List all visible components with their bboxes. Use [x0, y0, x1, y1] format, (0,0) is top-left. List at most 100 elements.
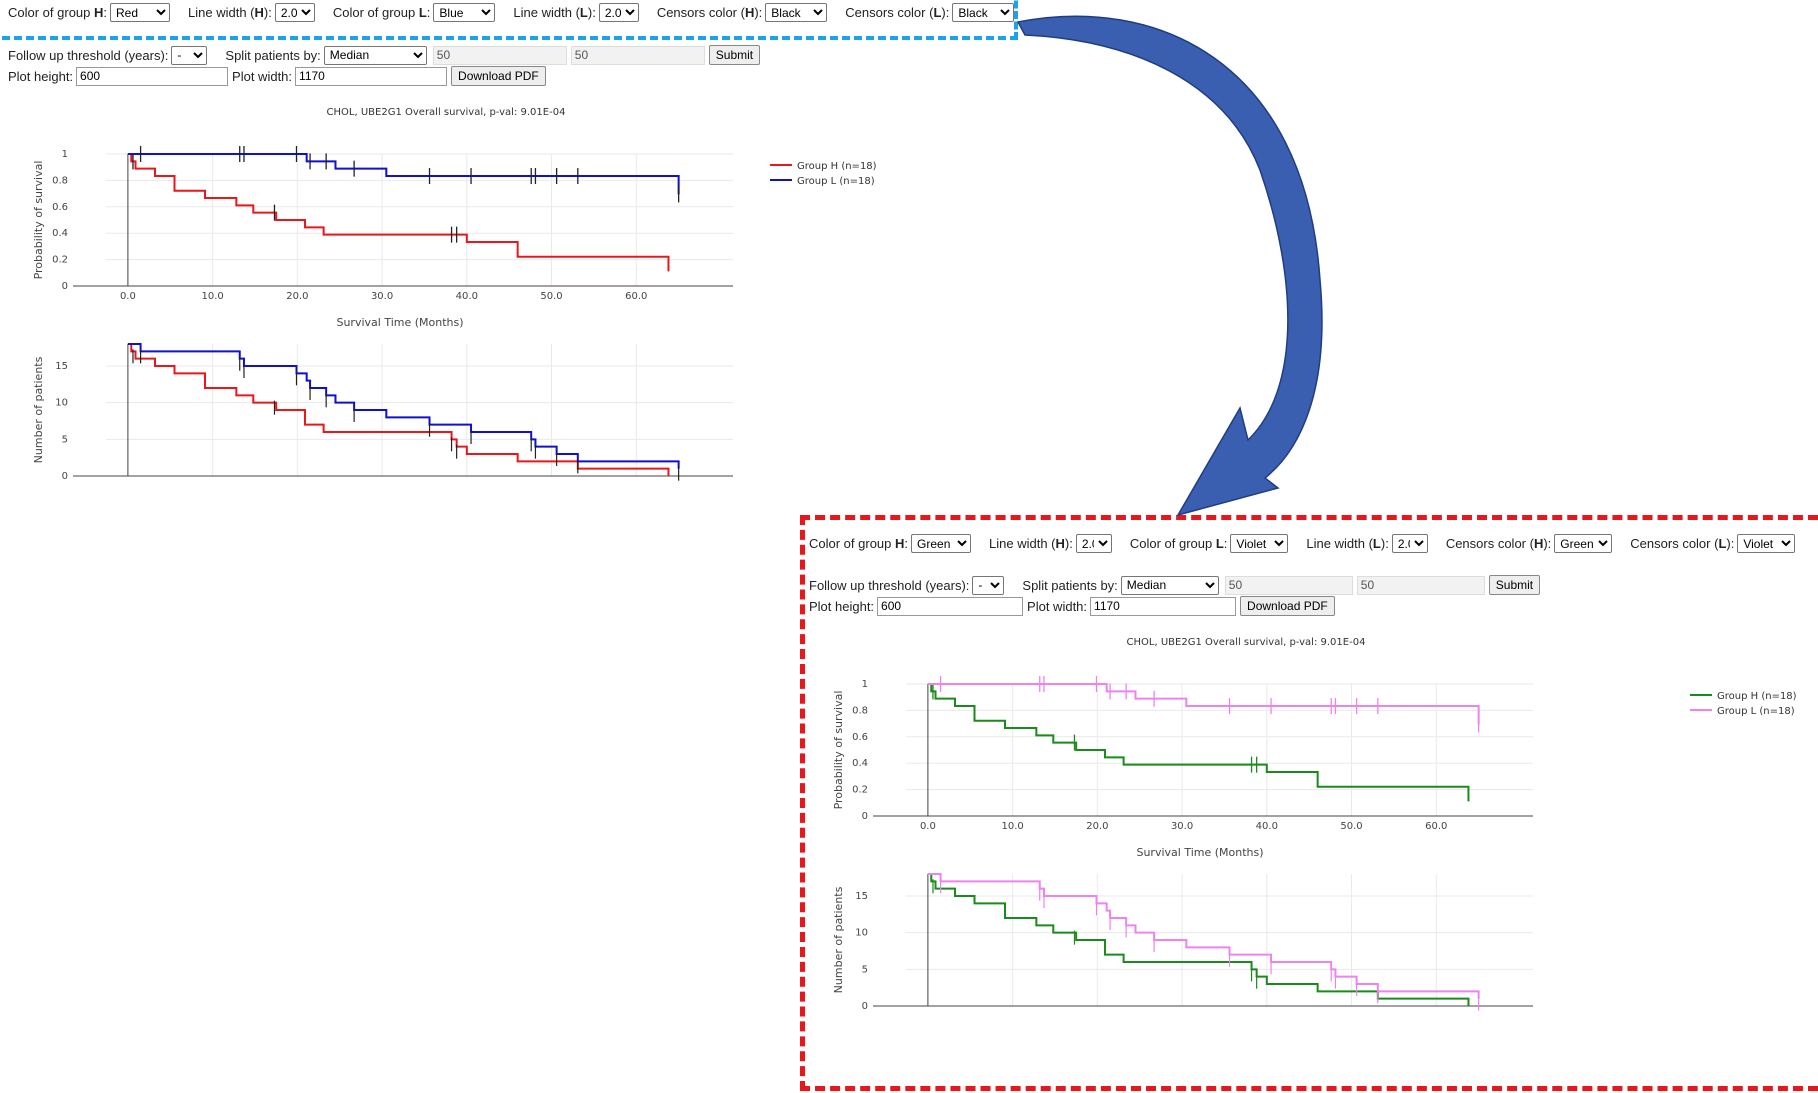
split-patients-label: Split patients by: [1022, 577, 1118, 593]
y-tick-label: 1 [862, 679, 868, 690]
line-width-l-select[interactable]: 2.0 [598, 3, 639, 22]
plot-width-input[interactable] [1090, 596, 1237, 616]
y-axis-label: Number of patients [32, 356, 45, 463]
top-survival-chart: CHOL, UBE2G1 Overall survival, p-val: 9.… [32, 107, 877, 482]
plot-height-label: Plot height: [809, 598, 875, 614]
x-axis-label: Survival Time (Months) [336, 316, 463, 329]
followup-threshold-label: Follow up threshold (years): [809, 577, 970, 593]
survival-curve-h [927, 683, 1470, 802]
chart-title: CHOL, UBE2G1 Overall survival, p-val: 9.… [1127, 637, 1366, 648]
submit-button[interactable]: Submit [1488, 575, 1541, 595]
line-width-h-select[interactable]: 2.0 [1075, 534, 1112, 553]
download-pdf-button[interactable]: Download PDF [1240, 596, 1335, 616]
bottom-controls-row-2: Follow up threshold (years): - Split pat… [809, 575, 1544, 595]
y-tick-label: 0 [62, 471, 68, 482]
x-tick-label: 0.0 [920, 821, 936, 832]
x-tick-label: 30.0 [371, 291, 393, 302]
color-l-select[interactable]: Violet [1230, 534, 1289, 553]
line-width-h-label: Line width (H): [188, 5, 272, 20]
y-axis-label: Probability of survival [832, 691, 845, 810]
color-l-select[interactable]: Blue [433, 3, 496, 22]
censors-color-h-label: Censors color (H): [656, 5, 763, 20]
followup-threshold-select[interactable]: - [972, 575, 1005, 595]
legend-label: Group H (n=18) [797, 161, 877, 172]
y-tick-label: 0 [62, 281, 68, 292]
legend-label: Group H (n=18) [1717, 691, 1797, 702]
at-risk-curve-l [127, 343, 680, 469]
x-tick-label: 30.0 [1171, 821, 1193, 832]
survival-curve-l [127, 153, 680, 195]
bottom-panel: Color of group H: Green Line width (H): … [800, 520, 1818, 1090]
y-tick-label: 10 [55, 398, 68, 409]
censors-color-h-select[interactable]: Green [1554, 534, 1613, 553]
line-width-h-label: Line width (H): [989, 536, 1073, 551]
color-h-select[interactable]: Green [911, 534, 972, 553]
x-tick-label: 40.0 [1256, 821, 1278, 832]
bottom-survival-chart: CHOL, UBE2G1 Overall survival, p-val: 9.… [832, 637, 1797, 1012]
line-width-l-select[interactable]: 2.0 [1391, 534, 1428, 553]
censors-color-l-select[interactable]: Violet [1737, 534, 1796, 553]
blue-dashed-frame [2, 0, 1018, 40]
download-pdf-button[interactable]: Download PDF [451, 66, 546, 86]
y-tick-label: 0 [862, 1001, 868, 1012]
x-tick-label: 20.0 [1086, 821, 1108, 832]
line-width-h-select[interactable]: 2.0 [274, 3, 315, 22]
line-width-l-label: Line width (L): [513, 5, 596, 20]
x-axis-label: Survival Time (Months) [1136, 846, 1263, 859]
color-h-select[interactable]: Red [110, 3, 171, 22]
plot-height-input[interactable] [76, 66, 229, 86]
bottom-controls-row-1: Color of group H: Green Line width (H): … [809, 534, 1796, 553]
plot-width-input[interactable] [295, 66, 448, 86]
y-tick-label: 0.8 [852, 705, 868, 716]
plot-width-label: Plot width: [232, 68, 293, 84]
y-tick-label: 1 [62, 149, 68, 160]
x-tick-label: 0.0 [120, 291, 136, 302]
y-axis-label: Number of patients [832, 886, 845, 993]
plot-height-label: Plot height: [8, 68, 74, 84]
legend-label: Group L (n=18) [797, 176, 875, 187]
line-width-l-label: Line width (L): [1306, 536, 1389, 551]
y-tick-label: 10 [855, 928, 868, 939]
red-dashed-frame [800, 515, 1818, 1091]
at-risk-curve-l [927, 873, 1480, 999]
plot-width-label: Plot width: [1027, 598, 1088, 614]
color-l-label: Color of group L: [1129, 536, 1228, 551]
color-h-label: Color of group H: [809, 536, 909, 551]
split-high-input[interactable] [1356, 575, 1485, 595]
split-patients-select[interactable]: Median [323, 45, 427, 65]
at-risk-curve-h [927, 873, 1470, 1006]
at-risk-curve-h [127, 343, 670, 476]
x-tick-label: 50.0 [1340, 821, 1362, 832]
split-patients-select[interactable]: Median [1120, 575, 1219, 595]
followup-threshold-label: Follow up threshold (years): [8, 47, 169, 63]
y-tick-label: 0.2 [52, 255, 68, 266]
top-controls-row-3: Plot height: Plot width: Download PDF [8, 66, 550, 86]
censors-color-l-label: Censors color (L): [1630, 536, 1735, 551]
plot-height-input[interactable] [877, 596, 1024, 616]
censors-color-l-select[interactable]: Black [952, 3, 1015, 22]
censors-color-h-select[interactable]: Black [765, 3, 828, 22]
censors-color-l-label: Censors color (L): [845, 5, 950, 20]
x-tick-label: 10.0 [1001, 821, 1023, 832]
y-tick-label: 5 [862, 964, 868, 975]
submit-button[interactable]: Submit [708, 45, 761, 65]
y-tick-label: 5 [62, 434, 68, 445]
y-axis-label: Probability of survival [32, 161, 45, 280]
split-patients-label: Split patients by: [225, 47, 321, 63]
color-l-label: Color of group L: [332, 5, 431, 20]
x-tick-label: 20.0 [286, 291, 308, 302]
y-tick-label: 0.8 [52, 175, 68, 186]
y-tick-label: 0.4 [852, 758, 868, 769]
split-high-input[interactable] [570, 45, 705, 65]
split-low-input[interactable] [1224, 575, 1353, 595]
x-tick-label: 50.0 [540, 291, 562, 302]
y-tick-label: 0 [862, 811, 868, 822]
top-controls-row-1: Color of group H: Red Line width (H): 2.… [8, 3, 1032, 22]
y-tick-label: 0.6 [52, 202, 68, 213]
y-tick-label: 0.2 [852, 785, 868, 796]
curved-arrow-icon [1016, 15, 1323, 517]
y-tick-label: 0.4 [52, 228, 68, 239]
split-low-input[interactable] [432, 45, 567, 65]
y-tick-label: 15 [855, 891, 868, 902]
followup-threshold-select[interactable]: - [171, 45, 208, 65]
